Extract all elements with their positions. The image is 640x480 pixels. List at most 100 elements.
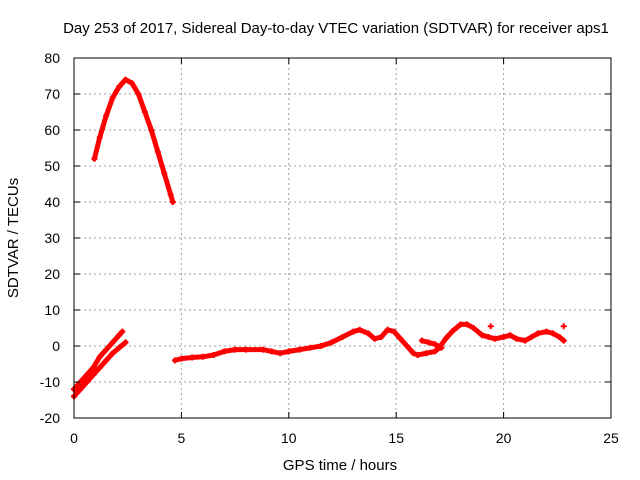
data-point bbox=[178, 355, 185, 362]
data-point bbox=[442, 335, 449, 342]
y-tick-label: 30 bbox=[44, 230, 60, 246]
data-point bbox=[470, 325, 477, 331]
data-point bbox=[167, 191, 174, 198]
data-point bbox=[91, 155, 98, 162]
data-point bbox=[425, 339, 432, 346]
data-point bbox=[260, 346, 267, 353]
data-point bbox=[221, 348, 228, 355]
data-point bbox=[513, 335, 520, 342]
x-tick-label: 15 bbox=[388, 430, 404, 446]
data-point bbox=[103, 357, 110, 364]
x-tick-label: 5 bbox=[178, 430, 186, 446]
data-point bbox=[103, 346, 110, 353]
data-point bbox=[414, 352, 421, 358]
data-point bbox=[161, 170, 168, 177]
data-point bbox=[242, 346, 249, 353]
data-point bbox=[403, 343, 410, 349]
data-point bbox=[556, 334, 563, 340]
ticks: 0 5 10 15 20 25 -20 -10 0 10 20 30 40 50 60 70 80 bbox=[40, 50, 619, 446]
data-point bbox=[296, 346, 303, 353]
data-point bbox=[77, 386, 84, 393]
y-tick-label: 80 bbox=[44, 50, 60, 66]
data-point bbox=[210, 352, 217, 358]
data-point bbox=[438, 344, 445, 351]
x-tick-label: 20 bbox=[496, 430, 512, 446]
series-arc-5-short- bbox=[418, 337, 445, 351]
data-point bbox=[189, 354, 196, 361]
series-line bbox=[172, 321, 567, 363]
data-point bbox=[96, 353, 103, 360]
data-point bbox=[410, 350, 417, 357]
data-point bbox=[199, 353, 206, 360]
y-tick-label: 10 bbox=[44, 302, 60, 318]
data-point bbox=[148, 127, 155, 133]
data-point bbox=[528, 334, 535, 340]
data-point bbox=[479, 332, 486, 339]
data-point bbox=[418, 337, 425, 344]
data-point bbox=[109, 339, 116, 346]
x-tick-label: 0 bbox=[70, 430, 78, 446]
data-point bbox=[90, 364, 97, 371]
data-point bbox=[492, 335, 499, 342]
data-point bbox=[560, 337, 567, 344]
data-point bbox=[116, 83, 123, 90]
series-arc-4-main- bbox=[171, 321, 567, 364]
y-tick-label: -20 bbox=[40, 410, 60, 426]
data-point bbox=[285, 348, 292, 355]
data-point bbox=[350, 328, 357, 335]
data-point bbox=[550, 330, 557, 337]
y-tick-label: 70 bbox=[44, 86, 60, 102]
x-tick-label: 10 bbox=[281, 430, 297, 446]
series-arc-2-rising-upper- bbox=[71, 328, 126, 393]
chart-title: Day 253 of 2017, Sidereal Day-to-day VTE… bbox=[63, 20, 609, 37]
series-line bbox=[91, 77, 176, 205]
data-point bbox=[457, 321, 464, 328]
data-point bbox=[268, 348, 275, 355]
x-tick-label: 25 bbox=[603, 430, 619, 446]
data-point bbox=[365, 330, 372, 337]
series-arc-3-rising-lower- bbox=[71, 339, 129, 400]
data-point bbox=[169, 199, 176, 205]
data-point bbox=[96, 364, 103, 371]
data-point bbox=[397, 335, 404, 342]
y-tick-label: 20 bbox=[44, 266, 60, 282]
data-point bbox=[371, 335, 378, 342]
y-tick-label: -10 bbox=[40, 374, 60, 390]
x-axis-label: GPS time / hours bbox=[283, 457, 397, 474]
data-point bbox=[431, 341, 438, 348]
data-point bbox=[318, 343, 325, 349]
data-point bbox=[423, 350, 430, 357]
y-tick-label: 40 bbox=[44, 194, 60, 210]
data-point bbox=[431, 348, 438, 355]
data-point bbox=[83, 379, 90, 385]
data-point bbox=[307, 344, 314, 351]
data-point bbox=[560, 323, 567, 330]
data-point bbox=[103, 112, 110, 119]
data-point bbox=[277, 350, 284, 357]
data-point bbox=[487, 323, 494, 330]
y-tick-label: 60 bbox=[44, 122, 60, 138]
data-point bbox=[449, 328, 456, 335]
data-point bbox=[154, 148, 161, 155]
data-point bbox=[83, 371, 90, 378]
data-point bbox=[232, 346, 239, 353]
data-point bbox=[116, 332, 123, 339]
data-point bbox=[464, 321, 471, 328]
data-point bbox=[141, 109, 148, 115]
data-layer bbox=[71, 76, 567, 400]
y-tick-label: 0 bbox=[52, 338, 60, 354]
data-point bbox=[96, 134, 103, 141]
series-isolated bbox=[487, 323, 567, 330]
data-point bbox=[109, 94, 116, 101]
data-point bbox=[339, 334, 346, 340]
data-point bbox=[171, 357, 178, 364]
data-point bbox=[543, 328, 550, 335]
y-tick-label: 50 bbox=[44, 158, 60, 174]
data-point bbox=[384, 326, 391, 333]
data-point bbox=[135, 91, 142, 97]
data-point bbox=[122, 339, 129, 346]
data-point bbox=[122, 76, 129, 83]
data-point bbox=[116, 344, 123, 351]
data-point bbox=[378, 334, 385, 340]
